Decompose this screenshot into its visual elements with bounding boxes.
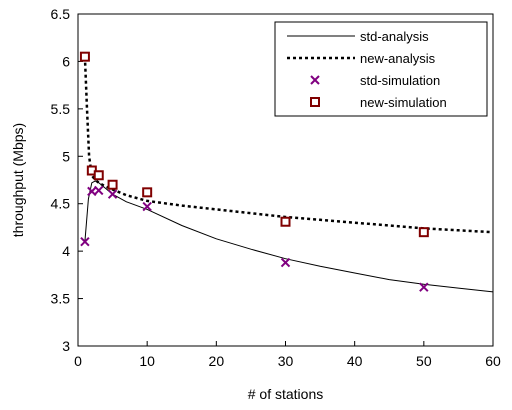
- series-new-analysis: [83, 56, 494, 234]
- legend-swatch: [310, 75, 320, 85]
- x-axis-label: # of stations: [248, 386, 324, 402]
- new-simulation-point: [107, 179, 118, 190]
- y-tick-label: 6: [62, 53, 70, 69]
- y-tick-label: 3: [62, 338, 70, 354]
- legend-swatch: [310, 97, 320, 107]
- new-simulation-point: [79, 51, 90, 62]
- x-tick-label: 60: [485, 353, 501, 369]
- legend-item-new-analysis: new-analysis: [287, 51, 436, 66]
- y-tick-label: 5.5: [51, 101, 71, 117]
- new-simulation-point: [142, 187, 153, 198]
- legend-item-new-simulation: new-simulation: [310, 95, 447, 110]
- std-simulation-point: [80, 236, 90, 247]
- x-tick-label: 50: [416, 353, 432, 369]
- y-tick-label: 4: [62, 243, 70, 259]
- y-axis-label: throughput (Mbps): [10, 123, 26, 237]
- std-simulation-point: [419, 282, 429, 292]
- legend-item-std-simulation: std-simulation: [310, 73, 440, 88]
- new-simulation-point: [280, 216, 291, 227]
- std-simulation-point: [107, 189, 118, 199]
- y-tick-label: 5: [62, 148, 70, 164]
- x-tick-label: 0: [74, 353, 82, 369]
- series-std-analysis: [84, 180, 494, 293]
- y-tick-label: 3.5: [51, 291, 71, 307]
- std-simulation-point: [280, 257, 291, 268]
- std-simulation-point: [94, 185, 104, 196]
- legend-label: new-simulation: [360, 95, 447, 110]
- new-simulation-point: [418, 227, 429, 238]
- x-tick-label: 40: [347, 353, 363, 369]
- series-std-simulation: [80, 185, 429, 292]
- x-tick-label: 10: [139, 353, 155, 369]
- series-new-simulation: [79, 51, 429, 238]
- legend-item-std-analysis: std-analysis: [287, 29, 429, 44]
- y-tick-label: 4.5: [51, 196, 71, 212]
- series-layer: [79, 51, 494, 293]
- legend: std-analysis new-analysis std-simulation ne…: [274, 21, 488, 117]
- new-simulation-point: [93, 170, 104, 181]
- y-tick-label: 6.5: [51, 6, 71, 22]
- x-tick-label: 30: [278, 353, 294, 369]
- new-analysis-line: [83, 56, 494, 234]
- std-simulation-point: [142, 201, 152, 212]
- legend-label: std-analysis: [360, 29, 429, 44]
- legend-label: std-simulation: [360, 73, 440, 88]
- legend-label: new-analysis: [360, 51, 436, 66]
- axis-ticks: 0 10 20 30 40 50 60 3 3.5 4 4.5 5 5.5 6 6.5: [51, 6, 501, 369]
- std-analysis-line: [84, 180, 494, 293]
- x-tick-label: 20: [209, 353, 225, 369]
